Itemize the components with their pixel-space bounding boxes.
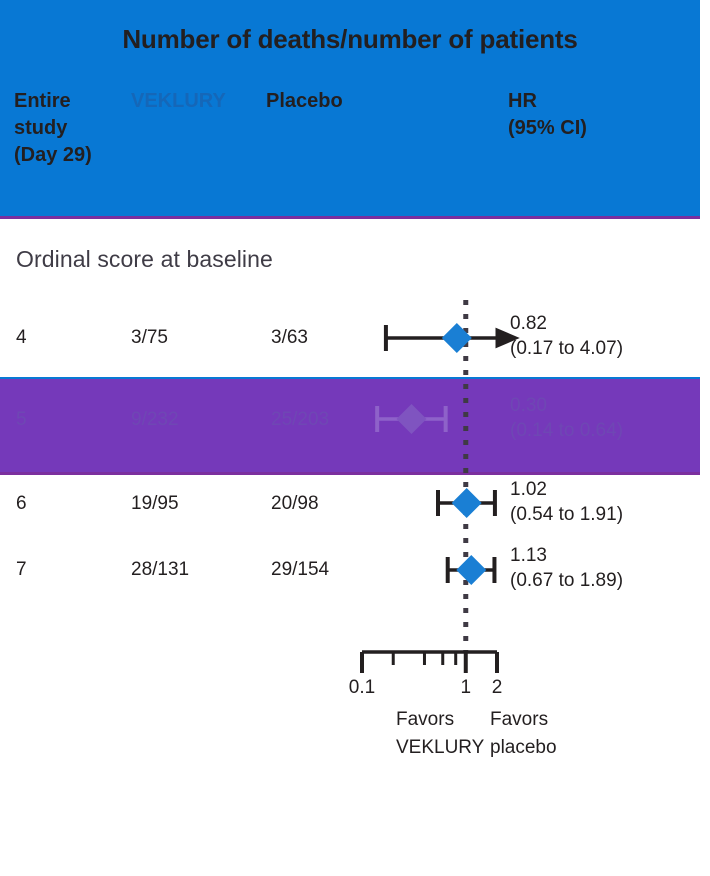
cell-hr-ci: (0.67 to 1.89) [510, 569, 624, 591]
subgroup-heading: Ordinal score at baseline [16, 246, 273, 272]
axis-tick-label: 0.1 [348, 677, 376, 698]
axis-favors-left: Favors VEKLURY [396, 706, 484, 761]
axis-favors-left-line1: Favors [396, 709, 455, 730]
cell-hr-ci: (0.17 to 4.07) [510, 337, 624, 359]
header-band: Number of deaths/number of patients Enti… [0, 0, 700, 219]
table-row: 7 28/131 29/154 1.13 (0.67 to 1.89) [0, 537, 700, 620]
cell-veklury: 19/95 [131, 493, 179, 514]
column-header-group-line3: (Day 29) [14, 144, 92, 166]
axis-favors-left-line2: VEKLURY [396, 736, 485, 758]
page-title: Number of deaths/number of patients [122, 24, 578, 54]
cell-placebo: 20/98 [271, 493, 319, 514]
axis-favors-right-line1: Favors [490, 709, 549, 730]
cell-group: 4 [16, 327, 27, 348]
cell-hr: 1.13 (0.67 to 1.89) [510, 544, 623, 593]
cell-hr-ci: (0.14 to 0.64) [510, 419, 624, 441]
cell-hr-point: 1.02 [510, 479, 547, 500]
cell-veklury: 28/131 [131, 559, 190, 580]
cell-hr: 0.82 (0.17 to 4.07) [510, 312, 623, 361]
cell-veklury: 3/75 [131, 327, 168, 348]
table-row: 5 9/232 25/203 0.30 (0.14 to 0.64) [0, 377, 700, 475]
axis-tick-label: 1 [460, 677, 472, 698]
cell-placebo: 25/203 [271, 409, 330, 430]
axis-favors-right: Favors placebo [490, 706, 557, 761]
column-header-placebo: Placebo [266, 90, 343, 112]
cell-veklury: 9/232 [131, 409, 179, 430]
table-row: 6 19/95 20/98 1.02 (0.54 to 1.91) [0, 473, 700, 537]
cell-hr-point: 0.30 [510, 395, 547, 416]
cell-hr-ci: (0.54 to 1.91) [510, 503, 624, 525]
column-header-group: Entire study (Day 29) [14, 88, 134, 169]
column-header-group-line2: study [14, 117, 68, 139]
cell-placebo: 3/63 [271, 327, 308, 348]
column-header-group-line1: Entire [14, 90, 71, 112]
cell-group: 7 [16, 559, 27, 580]
column-header-veklury: VEKLURY [131, 90, 226, 112]
cell-placebo: 29/154 [271, 559, 330, 580]
axis-favors-right-line2: placebo [490, 736, 557, 758]
cell-hr-point: 0.82 [510, 313, 547, 334]
column-header-hr-line1: HR [508, 90, 537, 112]
cell-group: 5 [16, 409, 27, 430]
cell-group: 6 [16, 493, 27, 514]
axis-tick-label: 2 [491, 677, 503, 698]
column-header-hr-line2: (95% CI) [508, 117, 587, 139]
cell-hr-point: 1.13 [510, 545, 547, 566]
cell-hr: 1.02 (0.54 to 1.91) [510, 478, 623, 527]
axis-group [360, 650, 499, 673]
table-row: 4 3/75 3/63 0.82 (0.17 to 4.07) [0, 300, 700, 377]
cell-hr: 0.30 (0.14 to 0.64) [510, 394, 623, 443]
column-header-hr: HR (95% CI) [508, 88, 688, 142]
